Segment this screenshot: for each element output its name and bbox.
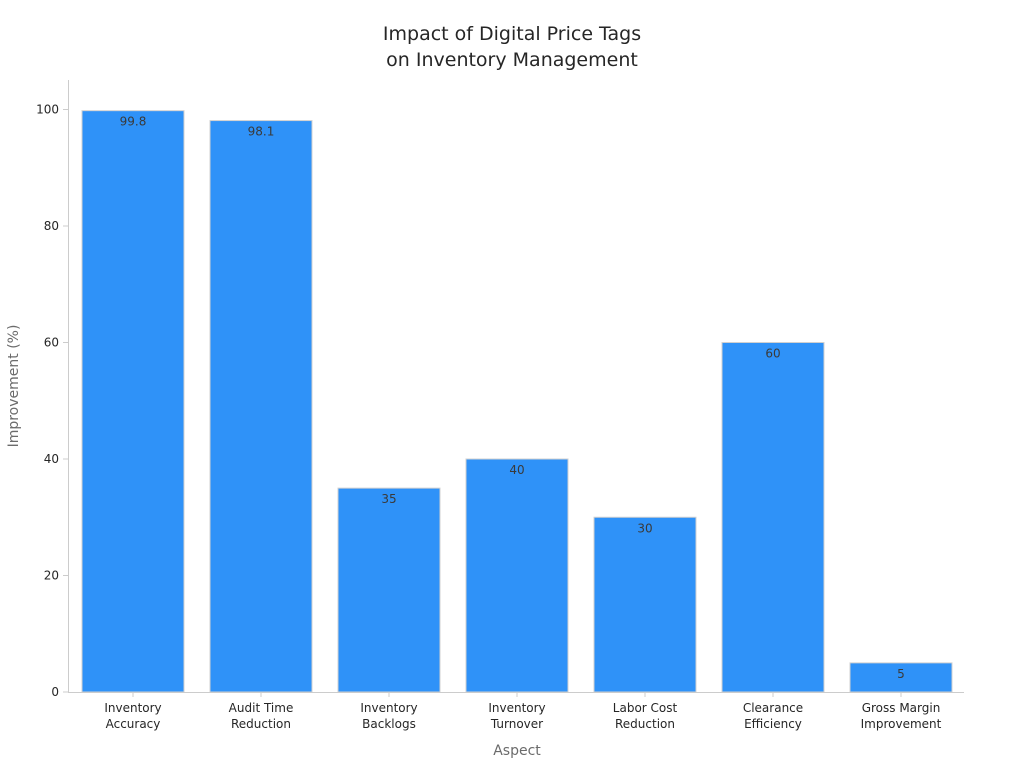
- x-tick-label-line: Improvement: [861, 717, 942, 731]
- bar-3: [465, 458, 569, 693]
- y-tick-label-3: 60: [44, 336, 59, 350]
- bar-4: [593, 516, 697, 693]
- x-tick-label-line: Efficiency: [744, 717, 802, 731]
- bar-value-label-0: 99.8: [120, 115, 147, 129]
- x-tick-label-5: Clearance Efficiency: [743, 701, 803, 731]
- y-tick-label-0: 0: [51, 685, 59, 699]
- x-tick-label-line: Turnover: [490, 717, 543, 731]
- chart-title-line-1: Impact of Digital Price Tags: [383, 23, 641, 45]
- x-tick-label-4: Labor Cost Reduction: [613, 701, 678, 731]
- x-tick-label-line: Labor Cost: [613, 701, 678, 715]
- bar-1: [209, 120, 313, 693]
- bar-value-label-1: 98.1: [248, 125, 275, 139]
- y-ticks-group: 0 20 40 60 80 100: [36, 103, 68, 699]
- bar-6: [849, 662, 953, 693]
- bar-value-label-3: 40: [509, 463, 524, 477]
- bar-5: [721, 342, 825, 693]
- y-tick-label-5: 100: [36, 103, 59, 117]
- x-tick-label-2: Inventory Backlogs: [360, 701, 417, 731]
- x-ticks-group: Inventory Accuracy Audit Time Reduction Inve…: [104, 692, 942, 731]
- bar-2: [337, 487, 441, 693]
- x-tick-label-line: Clearance: [743, 701, 803, 715]
- bar-value-label-4: 30: [637, 521, 652, 535]
- x-tick-label-3: Inventory Turnover: [488, 701, 545, 731]
- bar-0: [81, 110, 185, 693]
- x-tick-label-1: Audit Time Reduction: [229, 701, 294, 731]
- x-tick-label-line: Audit Time: [229, 701, 294, 715]
- x-tick-label-line: Gross Margin: [862, 701, 941, 715]
- x-tick-label-6: Gross Margin Improvement: [861, 701, 942, 731]
- x-tick-label-line: Reduction: [231, 717, 291, 731]
- x-tick-label-line: Accuracy: [106, 717, 161, 731]
- y-tick-label-1: 20: [44, 569, 59, 583]
- bars-group: [81, 110, 953, 693]
- bar-value-label-2: 35: [381, 492, 396, 506]
- y-tick-label-4: 80: [44, 219, 59, 233]
- x-tick-label-line: Inventory: [104, 701, 161, 715]
- x-axis-title: Aspect: [493, 743, 541, 759]
- x-tick-label-line: Backlogs: [362, 717, 416, 731]
- y-tick-label-2: 40: [44, 452, 59, 466]
- x-tick-label-line: Reduction: [615, 717, 675, 731]
- x-tick-label-0: Inventory Accuracy: [104, 701, 161, 731]
- chart-title-line-2: on Inventory Management: [386, 49, 638, 71]
- data-labels-group: 99.8 98.1 35 40 30 60 5: [120, 115, 905, 681]
- bar-value-label-6: 5: [897, 667, 905, 681]
- bar-value-label-5: 60: [765, 347, 780, 361]
- x-tick-label-line: Inventory: [488, 701, 545, 715]
- x-tick-label-line: Inventory: [360, 701, 417, 715]
- y-axis-title: Improvement (%): [6, 325, 22, 448]
